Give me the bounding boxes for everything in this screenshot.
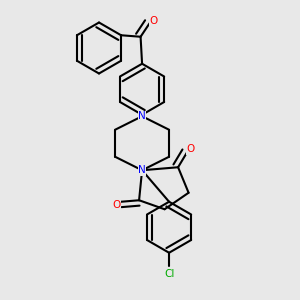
Text: N: N [138, 111, 146, 121]
Text: N: N [138, 165, 146, 175]
Text: Cl: Cl [164, 269, 174, 279]
Text: O: O [112, 200, 121, 210]
Text: O: O [149, 16, 157, 26]
Text: O: O [187, 144, 195, 154]
Text: N: N [138, 165, 146, 175]
